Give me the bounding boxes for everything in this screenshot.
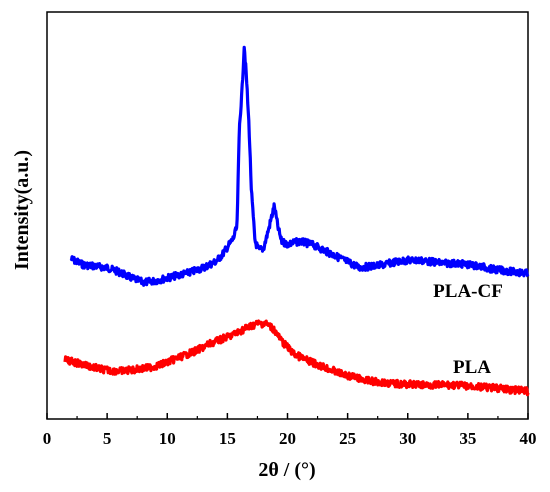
- x-tick-label: 40: [520, 429, 537, 448]
- x-tick-label: 0: [43, 429, 52, 448]
- x-tick-label: 35: [459, 429, 476, 448]
- series-label-pla-cf: PLA-CF: [433, 281, 503, 302]
- series-label-pla: PLA: [453, 357, 491, 378]
- x-tick-label: 30: [399, 429, 416, 448]
- y-axis-title: Intensity(a.u.): [11, 150, 33, 270]
- x-tick-label: 15: [219, 429, 236, 448]
- x-tick-label: 5: [103, 429, 112, 448]
- axis-layer: 0 5 10 15 20 25 30 35 40: [43, 413, 537, 448]
- series-line-pla: [63, 319, 530, 397]
- series-line-pla-cf: [69, 45, 530, 287]
- x-tick-label: 20: [279, 429, 296, 448]
- series-layer: [63, 45, 530, 397]
- x-tick-label: 25: [339, 429, 356, 448]
- x-tick-label: 10: [159, 429, 176, 448]
- x-axis-title: 2θ / (°): [258, 459, 315, 481]
